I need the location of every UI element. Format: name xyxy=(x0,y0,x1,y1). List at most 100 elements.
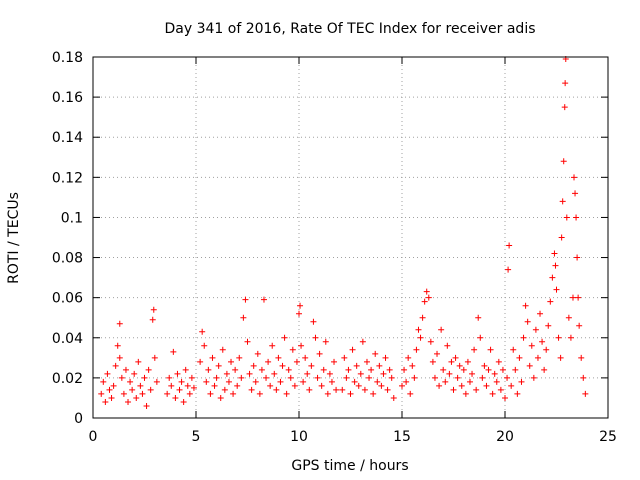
data-point xyxy=(98,390,105,397)
data-point xyxy=(355,382,362,389)
data-point xyxy=(522,302,529,309)
data-point xyxy=(331,358,338,365)
data-point xyxy=(260,296,267,303)
data-point xyxy=(349,346,356,353)
data-point xyxy=(273,386,280,393)
x-tick-label: 25 xyxy=(599,429,617,445)
data-point xyxy=(456,362,463,369)
y-tick-label: 0.08 xyxy=(52,251,83,267)
data-point xyxy=(458,382,465,389)
y-tick-label: 0 xyxy=(74,411,83,427)
data-point xyxy=(481,362,488,369)
data-point xyxy=(571,174,578,181)
data-point xyxy=(505,266,512,273)
y-tick-label: 0.1 xyxy=(61,210,83,226)
grid-lines xyxy=(93,57,608,418)
data-point xyxy=(283,390,290,397)
data-point xyxy=(347,390,354,397)
data-point xyxy=(298,342,305,349)
data-point xyxy=(145,366,152,373)
x-tick-label: 20 xyxy=(496,429,514,445)
data-point xyxy=(516,354,523,361)
data-point xyxy=(436,382,443,389)
data-point xyxy=(312,334,319,341)
data-point xyxy=(578,354,585,361)
data-point xyxy=(537,310,544,317)
data-point xyxy=(254,350,261,357)
data-point xyxy=(425,294,432,301)
data-point xyxy=(378,382,385,389)
data-point xyxy=(203,378,210,385)
data-point xyxy=(543,346,550,353)
data-point xyxy=(199,328,206,335)
data-point xyxy=(248,386,255,393)
data-point xyxy=(211,382,218,389)
data-point xyxy=(442,378,449,385)
data-point xyxy=(230,390,237,397)
y-tick-label: 0.16 xyxy=(52,90,83,106)
data-point xyxy=(413,346,420,353)
data-point xyxy=(104,370,111,377)
data-point xyxy=(232,366,239,373)
data-point xyxy=(102,398,109,405)
data-point xyxy=(217,394,224,401)
data-point xyxy=(448,358,455,365)
data-point xyxy=(563,214,570,221)
data-point xyxy=(520,334,527,341)
data-point xyxy=(526,362,533,369)
data-point xyxy=(310,318,317,325)
data-point xyxy=(547,298,554,305)
data-point xyxy=(271,370,278,377)
data-point xyxy=(382,354,389,361)
data-point xyxy=(530,374,537,381)
data-point xyxy=(518,378,525,385)
data-point xyxy=(170,348,177,355)
data-point xyxy=(131,370,138,377)
data-point xyxy=(215,362,222,369)
data-point xyxy=(285,366,292,373)
data-point xyxy=(326,370,333,377)
data-point xyxy=(275,354,282,361)
data-point xyxy=(258,366,265,373)
plot-frame xyxy=(92,56,609,419)
data-point xyxy=(573,214,580,221)
y-tick-label: 0.04 xyxy=(52,331,83,347)
data-point xyxy=(469,370,476,377)
data-point xyxy=(575,294,582,301)
data-point xyxy=(421,298,428,305)
chart-title: Day 341 of 2016, Rate Of TEC Index for r… xyxy=(164,21,535,37)
data-point xyxy=(246,370,253,377)
data-point xyxy=(434,350,441,357)
data-point xyxy=(114,342,121,349)
data-point xyxy=(384,386,391,393)
data-point xyxy=(324,390,331,397)
data-point xyxy=(419,314,426,321)
x-axis-label: GPS time / hours xyxy=(291,458,408,474)
data-point xyxy=(263,374,270,381)
data-point xyxy=(289,346,296,353)
data-point xyxy=(532,326,539,333)
data-point xyxy=(423,288,430,295)
data-point xyxy=(153,378,160,385)
data-point xyxy=(176,386,183,393)
data-point xyxy=(528,342,535,349)
data-point xyxy=(376,362,383,369)
data-point xyxy=(277,378,284,385)
data-point xyxy=(580,374,587,381)
data-point xyxy=(166,374,173,381)
data-point xyxy=(462,390,469,397)
data-point xyxy=(172,394,179,401)
data-point xyxy=(201,342,208,349)
data-point xyxy=(366,374,373,381)
data-point xyxy=(125,398,132,405)
data-point xyxy=(242,296,249,303)
data-point xyxy=(256,390,263,397)
data-point xyxy=(386,366,393,373)
data-point xyxy=(345,366,352,373)
data-point xyxy=(238,374,245,381)
data-point xyxy=(560,158,567,165)
data-point xyxy=(296,310,302,317)
data-point xyxy=(223,370,230,377)
y-tick-label: 0.06 xyxy=(52,291,83,307)
